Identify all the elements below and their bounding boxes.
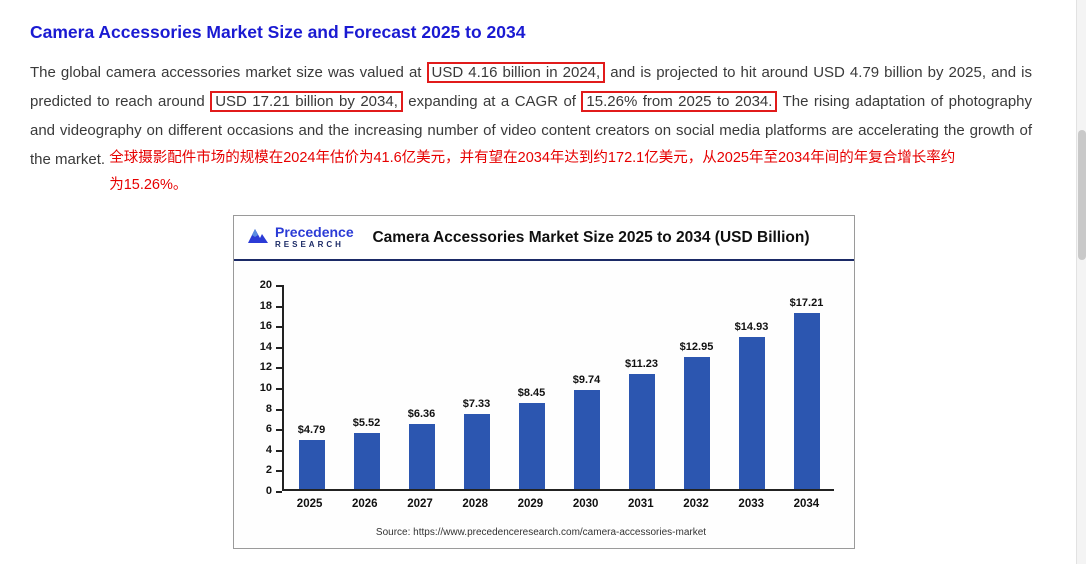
- paragraph-segment: and is projected to hit around USD 4.79 …: [30, 64, 1033, 110]
- chart-header: Precedence RESEARCH Camera Accessories M…: [234, 216, 854, 261]
- logo-text: Precedence RESEARCH: [275, 225, 354, 249]
- bar-column: $4.79: [284, 285, 339, 489]
- bar-value-label: $11.23: [624, 358, 659, 371]
- bar: [463, 414, 490, 489]
- bar-column: $11.23: [614, 285, 669, 489]
- mountain-icon: [246, 225, 270, 250]
- bar-value-label: $7.33: [462, 398, 491, 411]
- bar: [353, 432, 380, 489]
- y-tick-label: 10: [259, 382, 283, 394]
- bar: [683, 356, 710, 489]
- bar-column: $17.21: [779, 285, 834, 489]
- x-tick-label: 2027: [407, 498, 433, 510]
- bar: [628, 374, 655, 489]
- article-content: Camera Accessories Market Size and Forec…: [30, 22, 1032, 549]
- bar-column: $6.36: [394, 285, 449, 489]
- bar-value-label: $12.95: [679, 340, 714, 353]
- x-tick-label: 2026: [352, 498, 378, 510]
- bar: [573, 389, 600, 489]
- bar: [408, 424, 435, 489]
- y-tick-label: 14: [259, 340, 283, 353]
- bar-value-label: $8.45: [517, 386, 546, 399]
- y-tick-label: 4: [265, 443, 283, 456]
- bar-column: $7.33: [449, 285, 504, 489]
- x-tick-label: 2033: [738, 498, 765, 510]
- y-axis: 20 18 16 14 12 10 8 6 4 2 0: [248, 279, 283, 497]
- page-title[interactable]: Camera Accessories Market Size and Forec…: [30, 22, 526, 42]
- bar-value-label: $5.52: [352, 416, 381, 429]
- logo-brand-name: Precedence: [275, 224, 354, 241]
- highlighted-value-2034: USD 17.21 billion by 2034,: [210, 91, 403, 112]
- y-tick-label: 6: [265, 423, 283, 436]
- bar-value-label: $4.79: [297, 424, 326, 437]
- x-tick-label: 2032: [683, 498, 709, 510]
- highlighted-value-2024: USD 4.16 billion in 2024,: [426, 62, 606, 83]
- chart-source: Source: https://www.precedenceresearch.c…: [375, 527, 707, 538]
- bar: [518, 402, 545, 489]
- bar-value-label: $17.21: [789, 297, 824, 310]
- x-tick-label: 2031: [628, 498, 654, 510]
- chart-figure: Precedence RESEARCH Camera Accessories M…: [233, 215, 855, 549]
- y-tick-label: 16: [259, 320, 283, 333]
- bar: [738, 336, 765, 489]
- paragraph-segment: expanding at a CAGR of: [402, 93, 582, 110]
- x-tick-label: 2025: [296, 498, 323, 510]
- intro-paragraph: The global camera accessories market siz…: [30, 58, 1032, 199]
- bar: [298, 440, 325, 489]
- bars: $4.79 $5.52 $6.36 $7.33 $8.45 $9.74 $11.23 $12.…: [284, 285, 834, 489]
- y-tick-label: 12: [259, 361, 283, 374]
- bar: [793, 313, 820, 489]
- x-tick-label: 2028: [462, 498, 488, 510]
- bar-column: $12.95: [669, 285, 724, 489]
- chinese-annotation: 全球摄影配件市场的规模在2024年估价为41.6亿美元，并有望在2034年达到约…: [109, 150, 956, 193]
- x-tick-label: 2034: [793, 498, 820, 510]
- chart-body: 20 18 16 14 12 10 8 6 4 2 0 $4.79 $5.52 $6.36 $7.33 $8…: [234, 261, 854, 548]
- x-labels: 2025 2026 2027 2028 2029 2030 2031 2032 2033 2034: [282, 498, 834, 510]
- bar-column: $14.93: [724, 285, 779, 489]
- y-tick-label: 2: [265, 464, 283, 477]
- bar-value-label: $14.93: [734, 320, 769, 333]
- x-tick-label: 2030: [572, 498, 599, 510]
- bar-column: $8.45: [504, 285, 559, 489]
- paragraph-segment: The global camera accessories market siz…: [30, 64, 427, 81]
- logo-sub-name: RESEARCH: [275, 239, 344, 249]
- scrollbar-thumb[interactable]: [1078, 130, 1086, 260]
- x-tick-label: 2029: [517, 498, 544, 510]
- chart-title: Camera Accessories Market Size 2025 to 2…: [372, 228, 810, 246]
- y-tick-label: 18: [259, 299, 283, 312]
- y-tick-label: 20: [259, 279, 283, 291]
- bar-column: $5.52: [339, 285, 394, 489]
- bar-value-label: $6.36: [407, 408, 436, 421]
- bar-column: $9.74: [559, 285, 614, 489]
- precedence-logo: Precedence RESEARCH: [246, 225, 354, 250]
- y-tick-label: 0: [265, 485, 283, 497]
- bar-value-label: $9.74: [572, 373, 601, 386]
- paragraph-segment: The rising adaptation of photography and…: [30, 93, 1032, 168]
- y-tick-label: 8: [265, 402, 283, 415]
- page-scrollbar[interactable]: [1076, 0, 1086, 564]
- highlighted-cagr: 15.26% from 2025 to 2034.: [581, 91, 778, 112]
- plot-area: $4.79 $5.52 $6.36 $7.33 $8.45 $9.74 $11.23 $12.…: [282, 285, 834, 491]
